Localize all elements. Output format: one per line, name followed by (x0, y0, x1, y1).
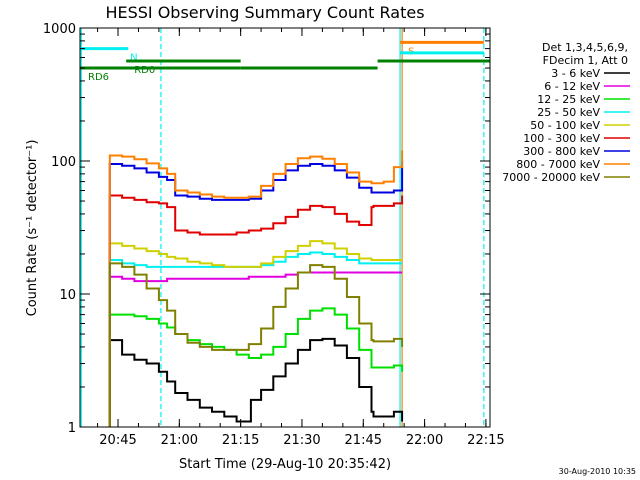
y-tick-label-3: 1000 (43, 22, 76, 37)
axes: 20:45 21:00 21:15 21:30 21:45 22:00 22:15 1 10 10… (43, 22, 505, 448)
state-label-rd0: RD0 (134, 65, 155, 76)
series-line-4 (108, 240, 403, 427)
series-line-3 (108, 251, 403, 427)
plot-area: NRD0RD6S (80, 28, 490, 427)
legend-label-6: 300 - 800 keV (523, 145, 600, 158)
series-line-0 (108, 337, 404, 427)
y-tick-label-2: 100 (51, 155, 76, 170)
footer-date: 30-Aug-2010 10:35 (559, 467, 636, 476)
x-axis-label: Start Time (29-Aug-10 20:35:42) (179, 457, 391, 472)
x-tick-label-0: 20:45 (99, 433, 136, 448)
y-tick-label-0: 1 (68, 421, 76, 436)
x-tick-label-1: 21:00 (161, 433, 198, 448)
x-tick-label-4: 21:45 (345, 433, 382, 448)
x-tick-label-2: 21:15 (222, 433, 259, 448)
legend: Det 1,3,4,5,6,9,FDecim 1, Att 03 - 6 keV… (502, 41, 630, 184)
legend-header-0: Det 1,3,4,5,6,9, (542, 41, 628, 54)
plot-frame (79, 27, 491, 428)
legend-label-4: 50 - 100 keV (530, 119, 600, 132)
legend-label-8: 7000 - 20000 keV (502, 171, 600, 184)
legend-label-0: 3 - 6 keV (551, 67, 600, 80)
y-tick-label-1: 10 (59, 288, 76, 303)
series-line-2 (108, 307, 404, 427)
legend-label-5: 100 - 300 keV (523, 132, 600, 145)
legend-header-1: FDecim 1, Att 0 (543, 54, 628, 67)
legend-label-7: 800 - 7000 keV (516, 158, 600, 171)
x-tick-label-6: 22:15 (467, 433, 504, 448)
x-tick-label-3: 21:30 (283, 433, 320, 448)
y-axis-label: Count Rate (s⁻¹ detector⁻¹) (25, 140, 40, 317)
legend-label-3: 25 - 50 keV (537, 106, 600, 119)
state-label-rd6: RD6 (88, 72, 109, 83)
state-label-n: N (130, 53, 137, 64)
series-line-7 (108, 150, 404, 427)
series-line-1 (108, 271, 403, 427)
series-line-8 (108, 262, 404, 427)
legend-label-2: 12 - 25 keV (537, 93, 600, 106)
legend-label-1: 6 - 12 keV (544, 80, 600, 93)
series-line-6 (108, 161, 404, 427)
chart-title: HESSI Observing Summary Count Rates (105, 3, 424, 22)
series-line-5 (108, 194, 404, 427)
x-tick-label-5: 22:00 (406, 433, 443, 448)
